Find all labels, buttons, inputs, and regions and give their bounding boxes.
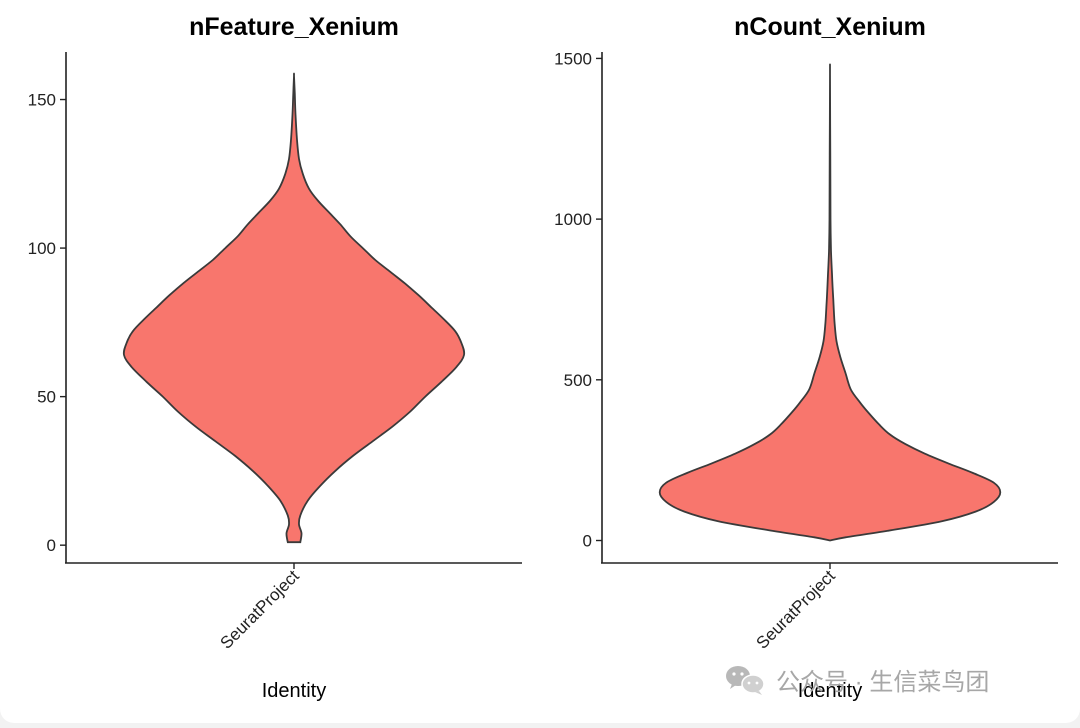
y-ticks: 0 50 100 150 [28,91,66,555]
violin-body [122,72,466,544]
wechat-icon [726,666,765,695]
panel-ncount: nCount_Xenium 0 500 1000 1500 SeuratProject… [554,13,1058,702]
x-axis-title: Identity [262,680,326,702]
y-tick-label: 100 [28,239,56,258]
x-ticks: SeuratProject [217,563,303,653]
y-tick-label: 1000 [554,210,592,229]
x-tick-label: SeuratProject [217,566,303,652]
y-tick-label: 150 [28,91,56,110]
y-tick-label: 0 [583,532,592,551]
y-tick-label: 0 [47,536,56,555]
x-tick-label: SeuratProject [753,566,839,652]
chart-title: nCount_Xenium [734,13,926,41]
y-tick-label: 500 [564,371,592,390]
x-axis-title: Identity [798,680,862,702]
watermark: 公众号 · 生信菜鸟团 [726,666,989,696]
watermark-text: 公众号 · 生信菜鸟团 [776,669,989,696]
y-ticks: 0 500 1000 1500 [554,49,602,551]
x-ticks: SeuratProject [753,563,839,653]
chart-title: nFeature_Xenium [189,13,399,41]
violin-body [658,63,1002,542]
y-tick-label: 1500 [554,49,592,68]
y-tick-label: 50 [37,388,56,407]
